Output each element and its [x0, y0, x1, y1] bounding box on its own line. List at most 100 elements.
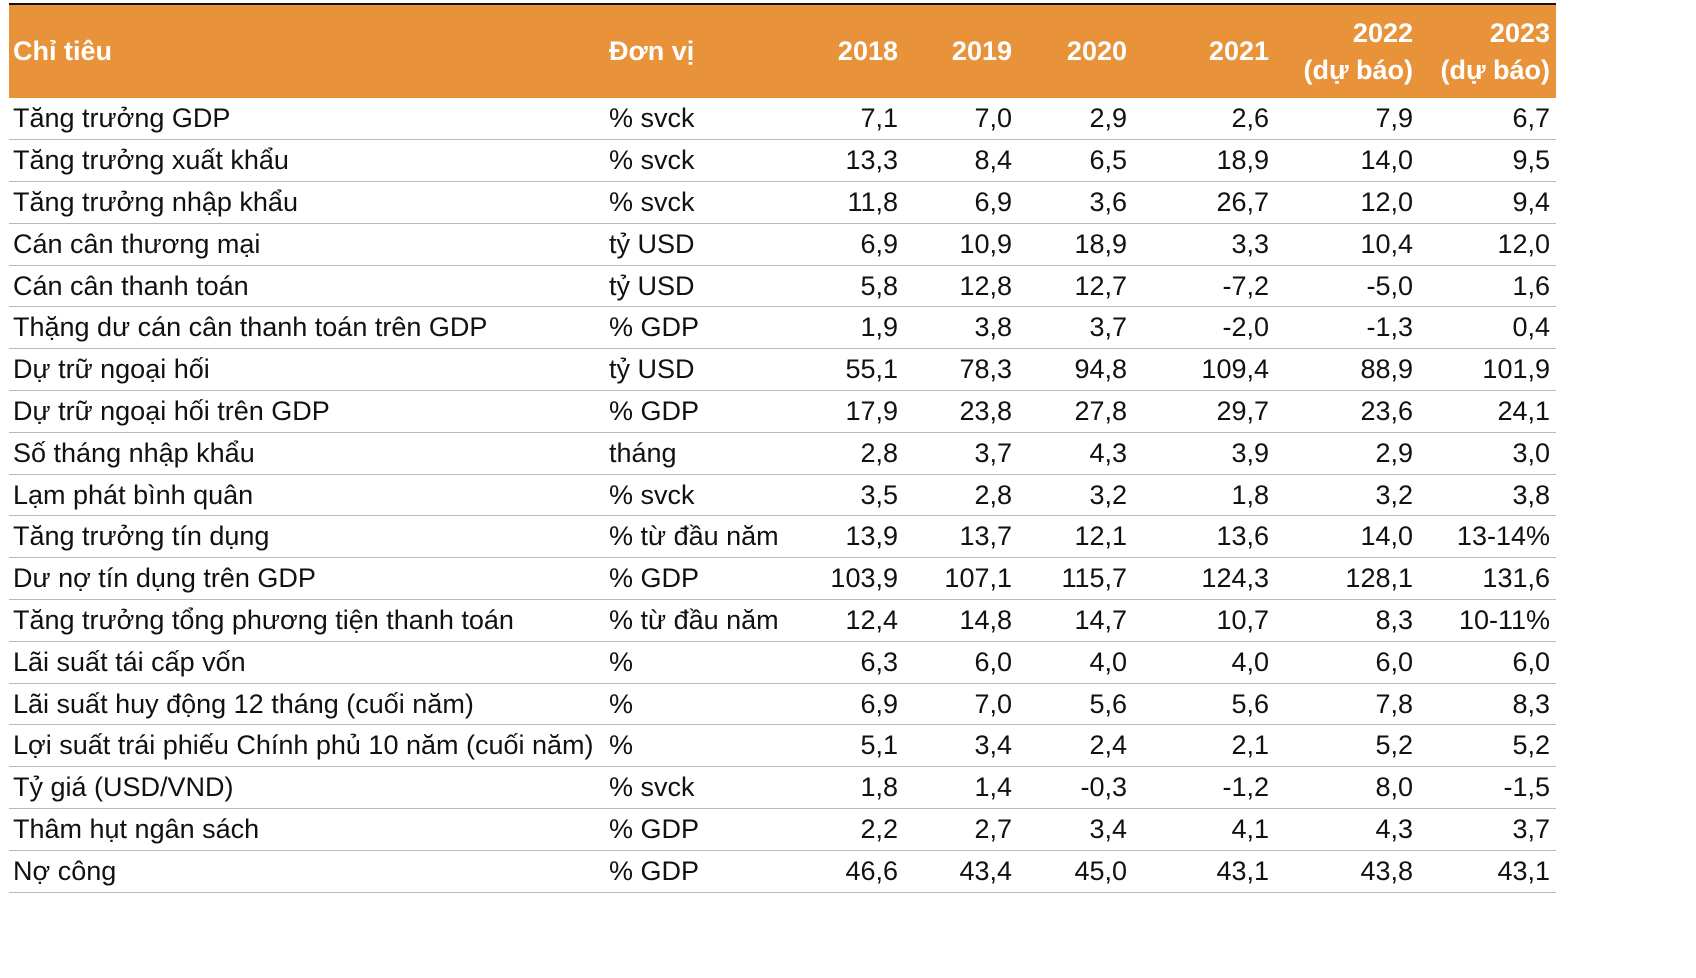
header-year-2019: 2019 [904, 4, 1018, 98]
table-row: Lạm phát bình quân % svck 3,5 2,8 3,2 1,8 3,2 3… [9, 474, 1556, 516]
table-header: Chỉ tiêu Đơn vị 2018 2019 2020 2021 2022… [9, 4, 1556, 98]
table-row: Dư nợ tín dụng trên GDP % GDP 103,9 107,1 11… [9, 558, 1556, 600]
indicator-name-cell: Lãi suất tái cấp vốn [13, 646, 246, 677]
table-row: Thâm hụt ngân sách % GDP 2,2 2,7 3,4 4,1 4,3 3,… [9, 809, 1556, 851]
value-cell-2019: 12,8 [959, 270, 1012, 301]
value-cell-2018: 2,2 [860, 813, 898, 844]
value-cell-2022: 23,6 [1360, 395, 1413, 426]
value-cell-2020: 115,7 [1061, 563, 1127, 594]
table-row: Tăng trưởng tổng phương tiện thanh toán%… [9, 600, 1556, 642]
macro-indicators-table: Chỉ tiêu Đơn vị 2018 2019 2020 2021 2022… [9, 3, 1556, 893]
indicator-name-cell: Tăng trưởng xuất khẩu [13, 145, 289, 176]
value-cell-2018: 11,8 [847, 186, 898, 217]
table-row: Cán cân thanh toán tỷ USD 5,8 12,8 12,7 -7,2 -… [9, 265, 1556, 307]
value-cell-2020: 2,4 [1089, 730, 1127, 761]
value-cell-2023: 10-11% [1458, 604, 1550, 635]
value-cell-2018: 1,8 [860, 772, 898, 803]
unit-cell: % svck [609, 145, 695, 176]
value-cell-2021: 18,9 [1216, 145, 1269, 176]
header-year-label: 2018 [837, 36, 898, 66]
header-year-2022: 2022 (dự báo) [1275, 4, 1419, 98]
value-cell-2021: 3,9 [1231, 437, 1269, 468]
table-row: Tăng trưởng GDP % svck 7,1 7,0 2,9 2,6 7,9 6,7 [9, 98, 1556, 140]
header-year-label: 2020 [1066, 36, 1127, 66]
value-cell-2022: 14,0 [1360, 145, 1413, 176]
indicator-name-cell: Lãi suất huy động 12 tháng (cuối năm) [13, 688, 474, 719]
value-cell-2020: 12,1 [1074, 521, 1127, 552]
value-cell-2018: 13,3 [845, 145, 898, 176]
header-year-label: 2019 [951, 36, 1012, 66]
table-row: Số tháng nhập khẩu tháng 2,8 3,7 4,3 3,9 2,9 3,… [9, 432, 1556, 475]
value-cell-2021: 2,6 [1231, 103, 1269, 134]
unit-cell: tháng [609, 437, 677, 468]
header-year-2020: 2020 [1018, 4, 1133, 98]
value-cell-2023: 3,8 [1512, 479, 1550, 510]
unit-cell: % từ đầu năm [609, 604, 779, 635]
value-cell-2023: 131,6 [1482, 563, 1550, 594]
unit-cell: % svck [609, 103, 695, 134]
value-cell-2019: 6,9 [974, 186, 1012, 217]
indicator-name-cell: Thặng dư cán cân thanh toán trên GDP [13, 312, 488, 343]
table-row: Lợi suất trái phiếu Chính phủ 10 năm (cu… [9, 725, 1556, 767]
value-cell-2023: 101,9 [1482, 354, 1550, 385]
value-cell-2023: 6,7 [1512, 103, 1550, 134]
value-cell-2019: 2,7 [974, 813, 1012, 844]
unit-cell: % [609, 730, 634, 761]
table-body: Tăng trưởng GDP% svck 7,1 7,0 2,9 2,6 7,9 6,7 T… [9, 98, 1556, 893]
value-cell-2022: 8,0 [1375, 772, 1413, 803]
value-cell-2021: 4,1 [1231, 813, 1269, 844]
value-cell-2020: 3,7 [1089, 312, 1127, 343]
unit-cell: tỷ USD [609, 354, 695, 385]
value-cell-2022: 12,0 [1360, 186, 1413, 217]
value-cell-2018: 13,9 [845, 521, 898, 552]
unit-cell: tỷ USD [609, 228, 695, 259]
value-cell-2020: 94,8 [1074, 354, 1127, 385]
value-cell-2021: 10,7 [1216, 604, 1269, 635]
value-cell-2021: 2,1 [1231, 730, 1269, 761]
indicator-name-cell: Thâm hụt ngân sách [13, 813, 260, 844]
value-cell-2021: 43,1 [1216, 855, 1269, 886]
header-unit: Đơn vị [609, 36, 695, 66]
value-cell-2019: 78,3 [959, 354, 1012, 385]
indicator-name-cell: Dự trữ ngoại hối [13, 354, 210, 385]
value-cell-2023: 12,0 [1497, 228, 1550, 259]
value-cell-2019: 10,9 [959, 228, 1012, 259]
indicator-name-cell: Dự trữ ngoại hối trên GDP [13, 395, 330, 426]
value-cell-2020: 12,7 [1074, 270, 1127, 301]
header-year-2021: 2021 [1133, 4, 1275, 98]
value-cell-2022: 3,2 [1375, 479, 1413, 510]
value-cell-2021: 1,8 [1231, 479, 1269, 510]
value-cell-2018: 17,9 [845, 395, 898, 426]
value-cell-2023: 13-14% [1456, 521, 1550, 552]
value-cell-2022: 128,1 [1345, 563, 1413, 594]
unit-cell: % GDP [609, 312, 700, 343]
value-cell-2020: -0,3 [1080, 772, 1127, 803]
value-cell-2021: -7,2 [1222, 270, 1269, 301]
value-cell-2023: 9,4 [1512, 186, 1550, 217]
unit-cell: % [609, 646, 634, 677]
value-cell-2018: 12,4 [845, 604, 898, 635]
header-forecast-note: (dự báo) [1303, 54, 1413, 85]
value-cell-2022: 8,3 [1375, 604, 1413, 635]
value-cell-2018: 3,5 [860, 479, 898, 510]
value-cell-2023: 3,0 [1512, 437, 1550, 468]
header-forecast-note: (dự báo) [1440, 54, 1550, 85]
value-cell-2020: 27,8 [1074, 395, 1127, 426]
value-cell-2020: 4,0 [1089, 646, 1127, 677]
header-row: Chỉ tiêu Đơn vị 2018 2019 2020 2021 2022… [9, 4, 1556, 98]
value-cell-2022: 5,2 [1375, 730, 1413, 761]
value-cell-2019: 6,0 [974, 646, 1012, 677]
value-cell-2018: 6,9 [860, 228, 898, 259]
table-row: Cán cân thương mại tỷ USD 6,9 10,9 18,9 3,3 10… [9, 223, 1556, 266]
value-cell-2018: 2,8 [860, 437, 898, 468]
value-cell-2023: 1,6 [1512, 270, 1550, 301]
indicator-name-cell: Lạm phát bình quân [13, 479, 254, 510]
header-year-label: 2022 [1352, 17, 1413, 48]
indicator-name-cell: Tăng trưởng GDP [13, 103, 231, 134]
value-cell-2020: 18,9 [1074, 228, 1127, 259]
value-cell-2018: 5,8 [860, 270, 898, 301]
indicator-name-cell: Số tháng nhập khẩu [13, 437, 255, 468]
value-cell-2022: -1,3 [1366, 312, 1413, 343]
unit-cell: % từ đầu năm [609, 521, 779, 552]
indicator-name-cell: Tỷ giá (USD/VND) [13, 772, 234, 803]
